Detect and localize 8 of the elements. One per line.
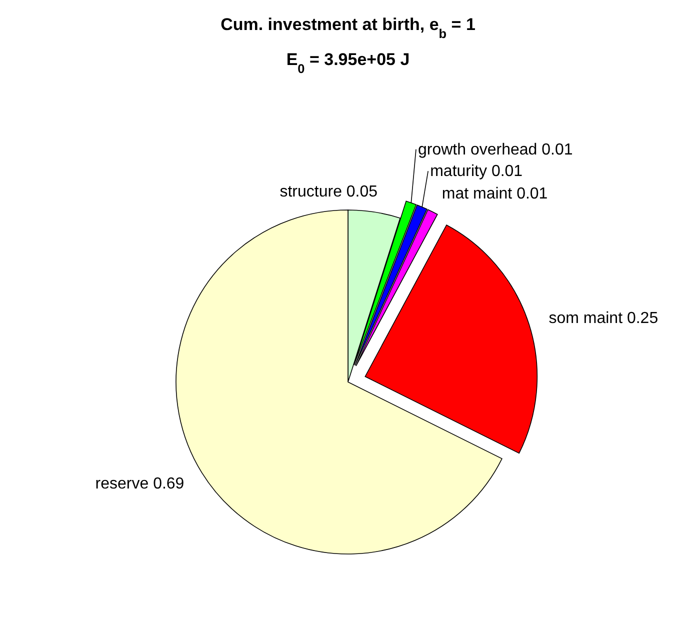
slice-label: reserve 0.69 (95, 475, 184, 492)
chart-subtitle: E$_{0}$ = 3.95e+05 J (286, 50, 410, 76)
slice-label: maturity 0.01 (430, 163, 523, 180)
slice-label: growth overhead 0.01 (418, 141, 573, 158)
slice-label: structure 0.05 (280, 184, 378, 201)
slice-label: som maint 0.25 (548, 310, 658, 328)
slice-label: mat maint 0.01 (442, 185, 548, 202)
chart-title: Cum. investment at birth, e$_{b}$ = 1 (220, 15, 476, 40)
